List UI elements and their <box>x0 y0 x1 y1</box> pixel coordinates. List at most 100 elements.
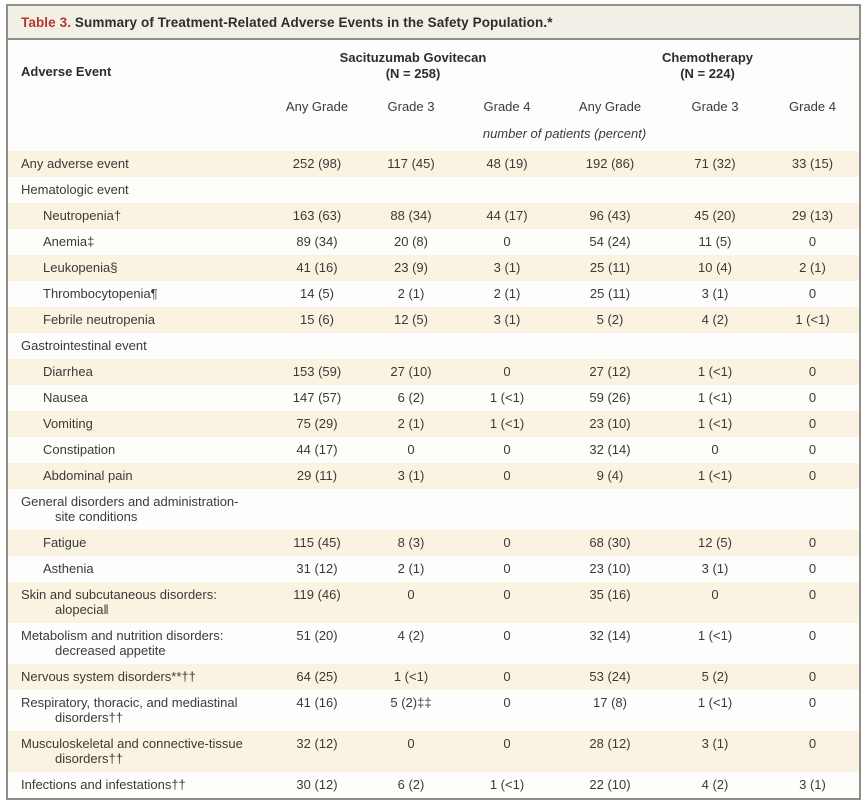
table-row: Abdominal pain 29 (11) 3 (1) 0 9 (4) 1 (<1) 0 <box>8 463 860 489</box>
cell-value: 0 <box>711 587 719 602</box>
cell-value: 0 <box>808 390 817 405</box>
cell-value: 0 <box>808 628 817 643</box>
cell-value: 3 (1) <box>493 312 521 327</box>
row-label: Febrile neutropenia <box>43 312 156 327</box>
cell-value: 41 (16) <box>296 260 338 275</box>
table-body: Any adverse event 252 (98) 117 (45) 48 (19)… <box>8 151 860 798</box>
table-row: Constipation 44 (17) 0 0 32 (14) 0 0 <box>8 437 859 463</box>
table-row: Metabolism and nutrition disorders: decre… <box>8 623 859 664</box>
cell-value <box>458 333 556 359</box>
cell-value: 5 (2) <box>701 669 729 684</box>
cell-value: 0 <box>503 535 511 550</box>
cell-value: 0 <box>503 442 511 457</box>
cell-value: 27 (10) <box>390 364 432 379</box>
cell-value: 1 (<1) <box>697 364 733 379</box>
cell-value <box>364 333 458 359</box>
cell-value: 5 (2)‡‡ <box>390 695 432 710</box>
subcolumn-header-grade-4: Grade 4 <box>483 98 531 114</box>
cell-value: 11 (5) <box>698 234 732 249</box>
cell-value: 117 (45) <box>387 156 435 171</box>
cell-value: 0 <box>503 234 511 249</box>
group-n: (N = 224) <box>680 66 735 81</box>
table-row: Respiratory, thoracic, and mediastinal di… <box>8 690 859 731</box>
table-row: Leukopenia§ 41 (16) 23 (9) 3 (1) 25 (11) 10 (… <box>8 255 860 281</box>
cell-value: 68 (30) <box>589 535 631 550</box>
cell-value: 1 (<1) <box>697 695 733 710</box>
cell-value: 15 (6) <box>300 312 334 327</box>
cell-value: 3 (1) <box>493 260 521 275</box>
cell-value: 71 (32) <box>694 156 736 171</box>
cell-value: 119 (46) <box>293 587 341 602</box>
cell-value: 0 <box>503 669 511 684</box>
units-note: number of patients (percent) <box>482 126 647 141</box>
row-label: Thrombocytopenia¶ <box>43 286 158 301</box>
cell-value <box>364 489 458 530</box>
cell-value: 0 <box>808 695 817 710</box>
cell-value: 27 (12) <box>589 364 631 379</box>
cell-value: 12 (5) <box>698 535 732 550</box>
table-row: Vomiting 75 (29) 2 (1) 1 (<1) 23 (10) 1 (<1) 0 <box>8 411 860 437</box>
subcolumn-header-any-grade: Any Grade <box>285 98 349 114</box>
cell-value: 0 <box>407 442 415 457</box>
cell-value: 0 <box>503 628 511 643</box>
cell-value: 147 (57) <box>292 390 342 405</box>
table-number-label: Table 3. <box>21 15 72 30</box>
cell-value: 0 <box>808 442 817 457</box>
cell-value: 2 (1) <box>799 260 826 275</box>
cell-value: 29 (13) <box>791 208 834 223</box>
table-row: Infections and infestations†† 30 (12) 6 (2… <box>8 772 859 798</box>
cell-value: 5 (2) <box>596 312 624 327</box>
row-label: Infections and infestations†† <box>21 777 186 792</box>
cell-value <box>458 489 556 530</box>
row-label: Diarrhea <box>43 364 93 379</box>
cell-value <box>664 489 766 530</box>
cell-value <box>364 177 458 203</box>
cell-value <box>270 333 364 359</box>
cell-value <box>270 489 364 530</box>
cell-value: 25 (11) <box>589 286 631 301</box>
table-row: Skin and subcutaneous disorders: alopecia… <box>8 582 860 623</box>
cell-value: 0 <box>503 561 511 576</box>
cell-value: 44 (17) <box>296 442 338 457</box>
table-card: Table 3. Summary of Treatment-Related Ad… <box>6 4 861 800</box>
cell-value: 1 (<1) <box>697 416 733 431</box>
subcolumn-header-grade-3: Grade 3 <box>691 98 739 114</box>
cell-value <box>766 333 859 359</box>
group-n: (N = 258) <box>385 66 441 81</box>
table-title-text: Summary of Treatment-Related Adverse Eve… <box>71 15 553 30</box>
cell-value: 1 (<1) <box>489 390 525 405</box>
cell-value: 25 (11) <box>589 260 631 275</box>
cell-value: 1 (<1) <box>697 468 733 483</box>
cell-value: 64 (25) <box>296 669 338 684</box>
cell-value: 30 (12) <box>296 777 338 792</box>
cell-value <box>664 333 766 359</box>
row-label: Vomiting <box>43 416 93 431</box>
table-row: Gastrointestinal event <box>8 333 859 359</box>
cell-value <box>556 177 664 203</box>
cell-value: 75 (29) <box>296 416 338 431</box>
cell-value: 1 (<1) <box>795 312 830 327</box>
cell-value: 0 <box>503 364 511 379</box>
cell-value: 29 (11) <box>296 468 338 483</box>
cell-value: 8 (3) <box>397 535 425 550</box>
cell-value: 115 (45) <box>293 535 341 550</box>
cell-value: 41 (16) <box>296 695 338 710</box>
row-label: Fatigue <box>43 535 87 550</box>
cell-value: 4 (2) <box>397 628 425 643</box>
subcolumn-header-any-grade: Any Grade <box>578 98 642 114</box>
cell-value: 0 <box>808 561 817 576</box>
cell-value: 6 (2) <box>397 777 425 792</box>
cell-value: 9 (4) <box>596 468 624 483</box>
adverse-events-table: Adverse Event Sacituzumab Govitecan (N =… <box>8 40 860 798</box>
row-label: General disorders and administration-sit… <box>21 494 239 524</box>
table-row: Musculoskeletal and connective-tissue dis… <box>8 731 860 772</box>
cell-value: 6 (2) <box>397 390 425 405</box>
group-name: Chemotherapy <box>661 50 754 65</box>
cell-value: 0 <box>503 468 511 483</box>
cell-value: 12 (5) <box>394 312 428 327</box>
cell-value: 35 (16) <box>589 587 631 602</box>
table-row: Hematologic event <box>8 177 859 203</box>
cell-value: 2 (1) <box>397 286 425 301</box>
table-row: Febrile neutropenia 15 (6) 12 (5) 3 (1) 5 (2… <box>8 307 860 333</box>
